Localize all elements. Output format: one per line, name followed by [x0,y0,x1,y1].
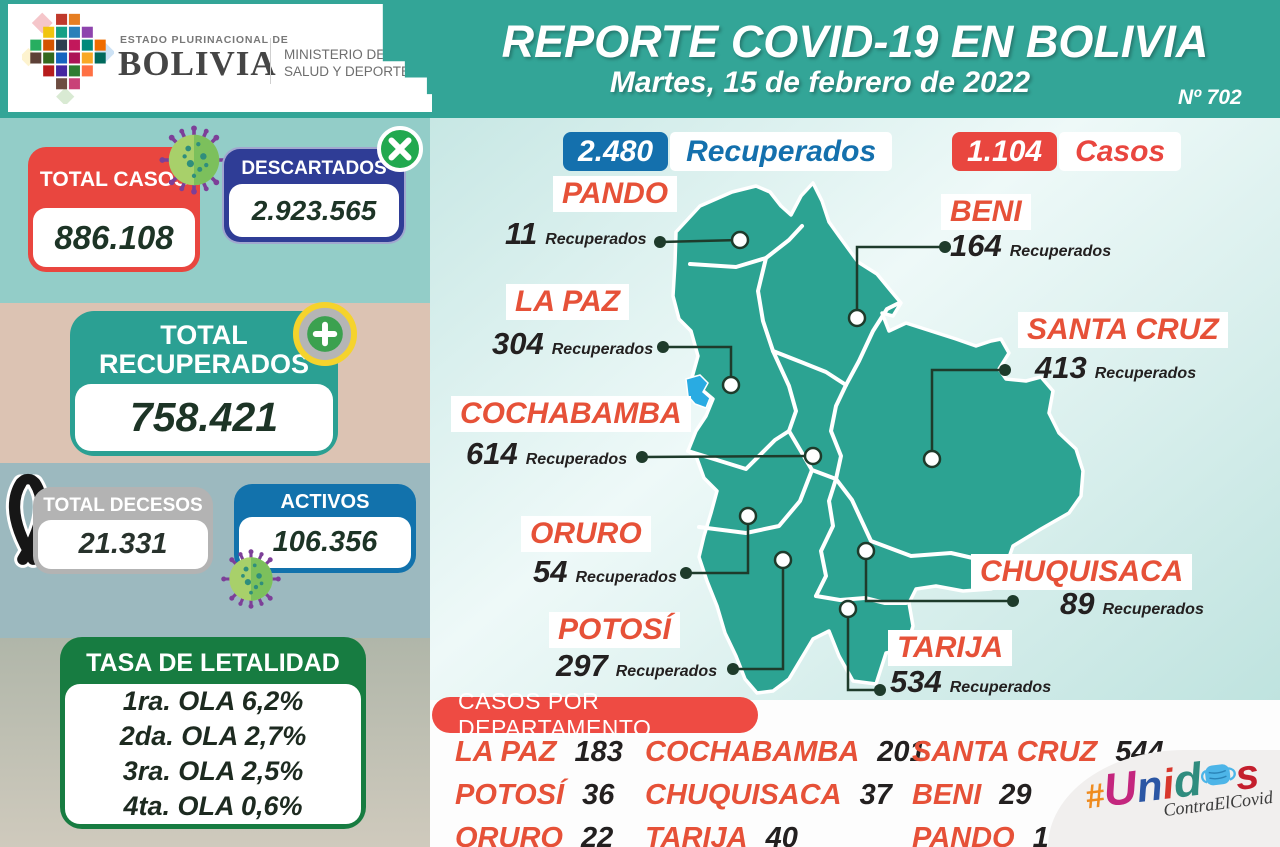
tasa-letalidad-rows: 1ra. OLA 6,2% 2da. OLA 2,7% 3ra. OLA 2,5… [65,684,361,824]
activos-label: ACTIVOS [280,491,370,514]
label-santa-cruz: SANTA CRUZ [1018,312,1228,348]
header-band: ESTADO PLURINACIONAL DE BOLIVIA MINISTER… [0,0,1280,118]
table-row: TARIJA 40 [645,822,798,847]
ministry-name: MINISTERIO DE SALUD Y DEPORTES [284,47,420,79]
total-casos-label: TOTAL CASOS [39,167,189,191]
table-row: LA PAZ 183 [455,736,623,768]
total-recuperados-value: 758.421 [75,384,333,451]
report-date: Martes, 15 de febrero de 2022 [609,66,1031,99]
daily-recovered-badge: 2.480 Recuperados [563,132,893,171]
cases-table-column-1: LA PAZ 183 POTOSÍ 36 ORURO 22 [455,736,623,847]
descartados-box: DESCARTADOS 2.923.565 [222,147,406,244]
cases-table-column-2: COCHABAMBA 201 CHUQUISACA 37 TARIJA 40 [645,736,926,847]
total-decesos-value: 21.331 [38,520,208,569]
label-tarija: TARIJA [888,630,1013,666]
tasa-row-2: 2da. OLA 2,7% [119,721,307,751]
tasa-row-4: 4ta. OLA 0,6% [123,791,303,821]
total-decesos-box: TOTAL DECESOS 21.331 [33,487,213,574]
value-cochabamba: 614 Recuperados [466,436,628,471]
table-row: BENI 29 [912,779,1032,811]
unidos-contra-el-covid-logo: # U n i d s ContraElCovid [1082,747,1278,831]
descartados-label: DESCARTADOS [241,157,387,179]
label-potosi: POTOSÍ [549,612,680,648]
daily-recovered-value: 2.480 [563,132,669,171]
table-row: ORURO 22 [455,822,614,847]
label-chuquisaca: CHUQUISACA [971,554,1193,590]
logo-estado-text: ESTADO PLURINACIONAL DE [120,34,289,46]
chakana-logo-icon [22,12,114,104]
logo-bolivia-text: BOLIVIA [118,44,277,83]
label-beni: BENI [941,194,1031,230]
daily-cases-value: 1.104 [952,132,1058,171]
virus-icon [158,124,230,196]
government-logo-box: ESTADO PLURINACIONAL DE BOLIVIA MINISTER… [8,4,432,112]
tasa-row-1: 1ra. OLA 6,2% [122,686,304,716]
descartados-value: 2.923.565 [229,184,399,237]
label-cochabamba: COCHABAMBA [451,396,691,432]
report-number: Nº 702 [1178,86,1242,109]
value-chuquisaca: 89 Recuperados [1060,586,1204,621]
label-la-paz: LA PAZ [506,284,629,320]
activos-value: 106.356 [239,517,411,568]
value-la-paz: 304 Recuperados [492,326,654,361]
total-decesos-label: TOTAL DECESOS [43,494,203,516]
department-borders [686,224,1011,605]
x-circle-icon [377,126,423,172]
value-pando: 11 Recuperados [505,216,647,251]
label-pando: PANDO [553,176,678,212]
value-tarija: 534 Recuperados [890,664,1052,699]
report-title: REPORTE COVID-19 EN BOLIVIA [501,16,1209,67]
activos-box: ACTIVOS 106.356 [234,484,416,573]
virus-icon [220,548,282,610]
value-potosi: 297 Recuperados [556,648,718,683]
callout-lines [641,238,1013,692]
value-oruro: 54 Recuperados [533,554,677,589]
logo-divider [270,38,271,84]
value-santa-cruz: 413 Recuperados [1035,350,1197,385]
tasa-letalidad-box: TASA DE LETALIDAD 1ra. OLA 6,2% 2da. OLA… [60,637,366,829]
casos-por-departamento-banner: CASOS POR DEPARTAMENTO [432,688,758,741]
label-oruro: ORURO [521,516,651,552]
map-markers [721,230,942,619]
face-mask-icon [1200,764,1236,786]
value-beni: 164 Recuperados [950,228,1112,263]
callout-dots [636,236,1019,696]
tasa-letalidad-label: TASA DE LETALIDAD [86,648,340,677]
total-recuperados-label: TOTAL RECUPERADOS [98,319,310,379]
unidos-wordmark: # U n i d s [1083,749,1262,817]
tasa-row-3: 3ra. OLA 2,5% [122,756,304,786]
table-row: COCHABAMBA 201 [645,736,926,768]
daily-recovered-label: Recuperados [670,132,893,171]
plus-circle-icon [292,301,358,367]
table-row: CHUQUISACA 37 [645,779,892,811]
table-row: POTOSÍ 36 [455,779,615,811]
daily-cases-label: Casos [1059,132,1182,171]
total-casos-value: 886.108 [33,208,195,267]
daily-cases-badge: 1.104 Casos [952,132,1182,171]
